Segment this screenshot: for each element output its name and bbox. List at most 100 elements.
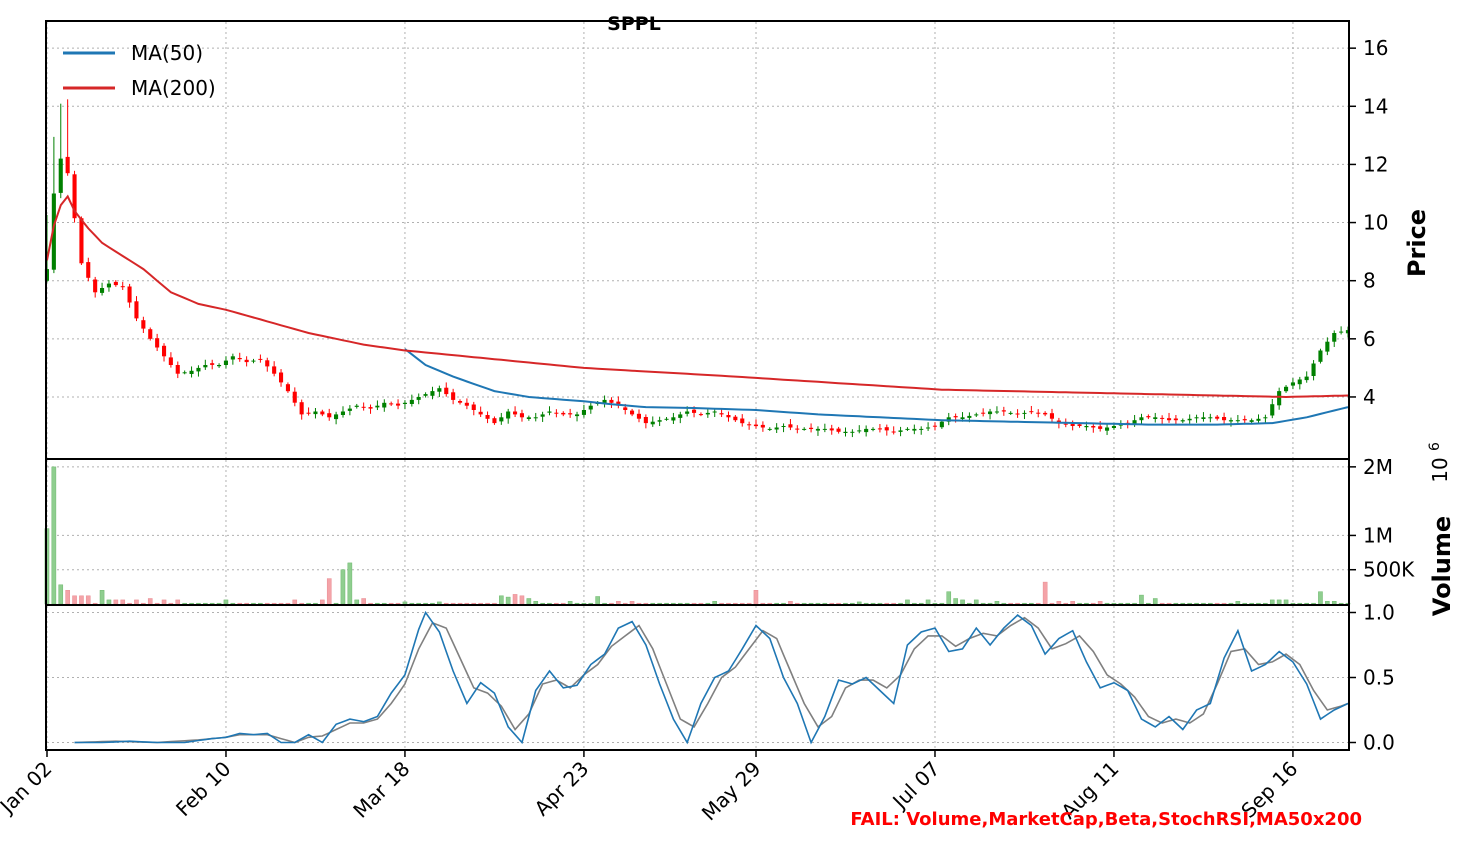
candle-body (478, 411, 483, 415)
x-tick-label: Apr 23 (530, 757, 594, 821)
volume-bar (326, 578, 332, 605)
price-tick-label: 4 (1363, 385, 1376, 409)
volume-bar (499, 595, 504, 605)
candle-body (719, 413, 724, 415)
candle-body (1015, 413, 1020, 415)
volume-bar (932, 602, 938, 605)
volume-bar (1208, 602, 1213, 605)
candle-body (106, 283, 111, 288)
volume-bar (189, 602, 194, 605)
candle-body (189, 370, 194, 374)
candle-body (237, 358, 242, 360)
volume-bar (120, 599, 126, 605)
candle-body (1256, 418, 1261, 421)
volume-bar (1325, 601, 1330, 605)
candle-body (733, 416, 738, 421)
candle-body (1001, 410, 1006, 412)
volume-bar (1269, 599, 1275, 605)
volume-bar (712, 601, 717, 605)
candle-body (499, 417, 504, 422)
candle-body (1290, 382, 1295, 386)
volume-bar (850, 602, 855, 605)
volume-bar (1263, 602, 1268, 605)
candle-body (437, 388, 442, 392)
candle-body (630, 410, 635, 415)
candle-body (905, 428, 910, 430)
volume-bar (843, 602, 848, 605)
grid-lines (46, 22, 1348, 749)
volume-bar (85, 595, 91, 605)
volume-exponent-label: 10 6 (1427, 442, 1452, 483)
volume-bar (856, 601, 862, 605)
volume-bar (1194, 602, 1199, 605)
volume-bar (223, 599, 229, 605)
stoch-tick-label: 0.0 (1363, 731, 1395, 755)
volume-bar (822, 602, 828, 605)
volume-bar (870, 602, 876, 605)
volume-bar (113, 599, 119, 605)
candle-body (148, 329, 153, 339)
candle-body (1304, 376, 1309, 381)
candle-body (382, 402, 387, 408)
volume-bar (141, 602, 146, 605)
volume-bar (340, 569, 346, 605)
candle-body (1008, 412, 1013, 414)
price-panel: SPPL Price MA(50) MA(200) 4 6 8 10 12 14 16 (44, 13, 1431, 438)
candle-body (623, 407, 628, 410)
candle-body (960, 417, 965, 419)
candle-body (788, 424, 793, 428)
volume-bar (753, 590, 759, 605)
candle-body (1063, 423, 1068, 425)
candle-body (1132, 420, 1137, 425)
candle-body (279, 372, 284, 383)
volume-bar (1173, 602, 1179, 605)
legend-ma50-label: MA(50) (131, 41, 203, 65)
volume-bar (794, 602, 800, 605)
price-tick-label: 14 (1363, 94, 1388, 118)
candle-body (533, 417, 538, 419)
volume-bar (1111, 602, 1117, 605)
volume-bar (1338, 602, 1344, 605)
candle-body (581, 410, 586, 415)
candle-body (981, 412, 986, 414)
volume-bar (877, 602, 883, 605)
price-tick-label: 16 (1363, 36, 1388, 60)
volume-bar (127, 602, 132, 605)
volume-bar (182, 602, 187, 605)
candle-body (272, 366, 277, 374)
volume-bar (203, 602, 208, 605)
candle-body (1222, 417, 1227, 421)
volume-bar (512, 594, 518, 605)
candlestick-series (44, 99, 1350, 438)
volume-bar (368, 602, 373, 605)
candle-body (829, 428, 834, 431)
volume-bar (746, 602, 752, 605)
volume-bar (154, 602, 160, 605)
stochrsi-panel: 0.0 0.5 1.0 (74, 601, 1395, 755)
candle-body (492, 418, 497, 424)
volume-bar (691, 602, 697, 605)
volume-bar (946, 591, 952, 605)
candle-body (857, 430, 862, 432)
volume-bar (209, 602, 215, 605)
candle-body (1318, 350, 1323, 362)
volume-bar (1256, 602, 1261, 605)
candle-body (155, 338, 160, 348)
candle-body (203, 365, 208, 368)
volume-panel: 500K 1M 2M Volume 10 6 (44, 442, 1456, 616)
candle-body (299, 402, 304, 415)
candle-body (1311, 363, 1316, 376)
candle-body (994, 411, 999, 413)
candle-body (1270, 404, 1275, 416)
volume-bar (788, 601, 793, 605)
candle-body (822, 428, 827, 430)
candle-body (1022, 412, 1027, 414)
candle-body (313, 411, 318, 415)
candle-body (210, 363, 215, 365)
volume-bar (402, 601, 408, 605)
volume-bar (884, 602, 890, 605)
volume-bar (760, 602, 766, 605)
volume-bar (258, 602, 263, 605)
candle-body (100, 288, 105, 293)
volume-bar (58, 584, 64, 605)
